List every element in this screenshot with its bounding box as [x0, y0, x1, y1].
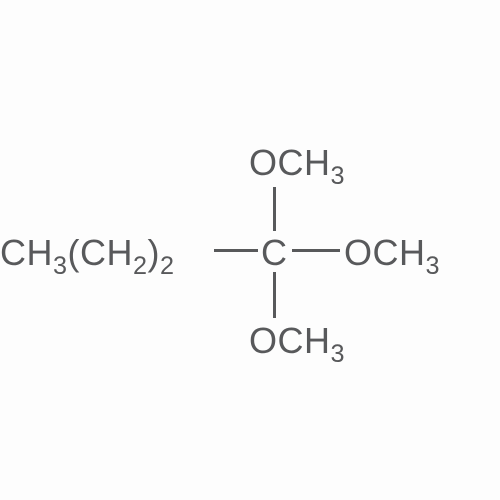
group-left-chain: CH3(CH2)2	[0, 232, 175, 280]
group-top-methoxy: OCH3	[249, 142, 345, 190]
bond-left-to-center	[214, 249, 258, 252]
group-bottom-methoxy: OCH3	[249, 320, 345, 368]
bond-center-to-bottom	[273, 272, 276, 318]
group-center-carbon: C	[261, 232, 288, 274]
bond-center-to-top	[273, 187, 276, 231]
bond-center-to-right	[292, 249, 340, 252]
group-right-methoxy: OCH3	[344, 232, 440, 280]
